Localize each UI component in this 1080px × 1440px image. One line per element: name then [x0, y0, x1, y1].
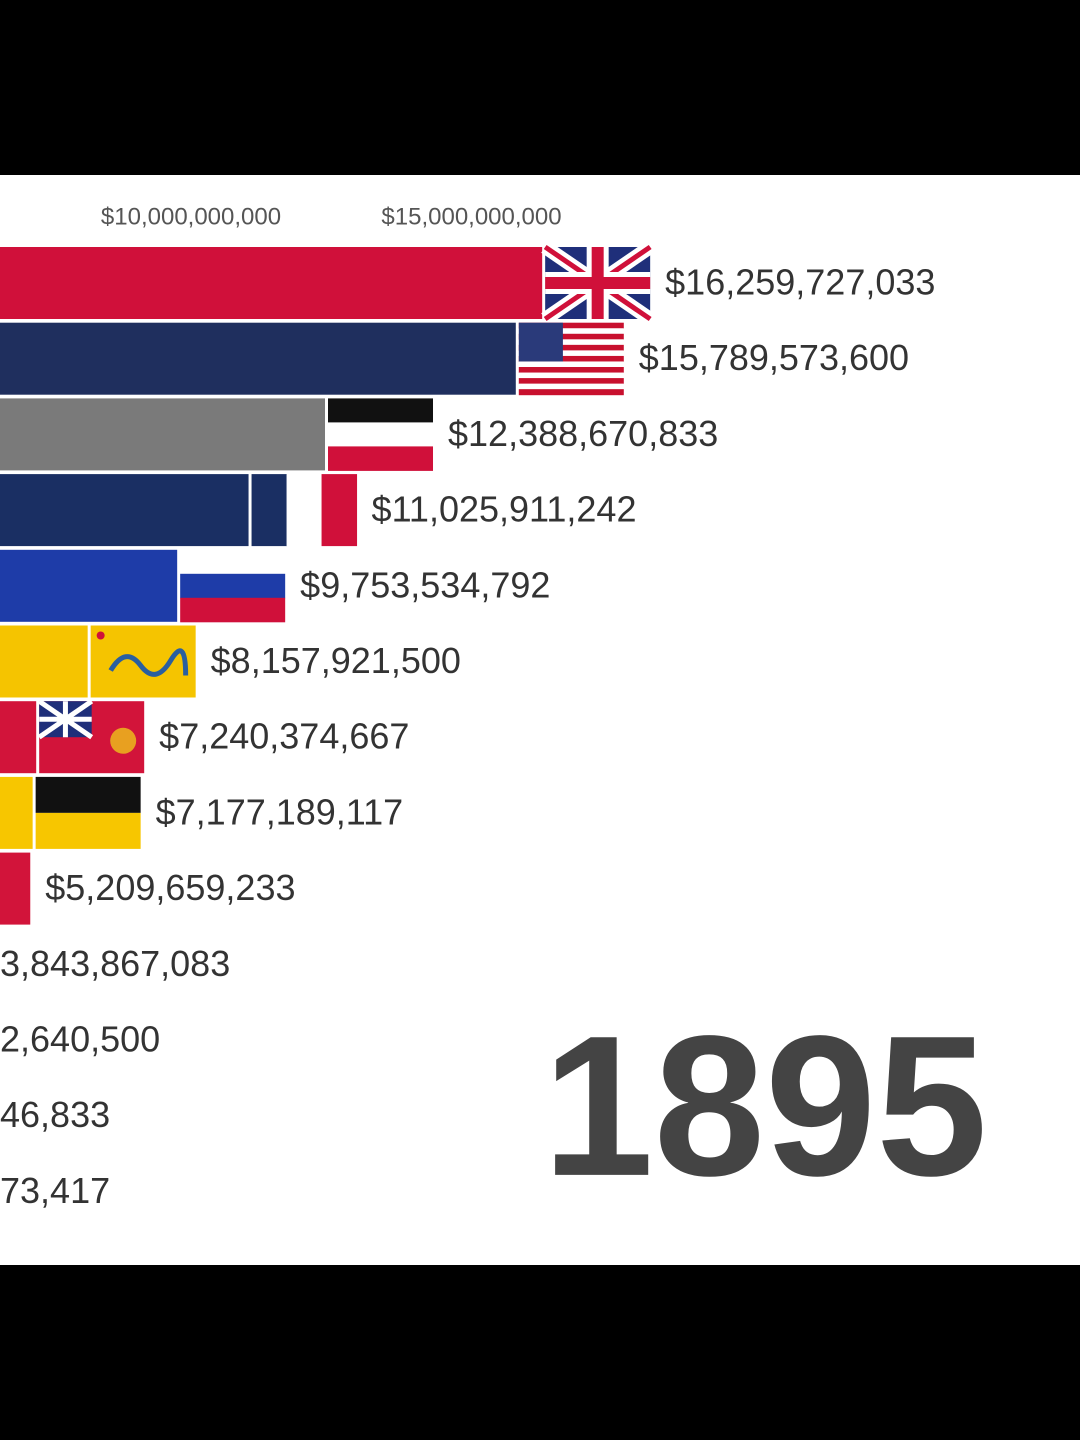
bar: [0, 474, 249, 547]
flag: [518, 355, 624, 362]
plot: $5,000,000,000$10,000,000,000$15,000,000…: [0, 203, 935, 1211]
flag: [518, 389, 624, 396]
bar-row: 3,843,867,083: [0, 943, 230, 984]
x-tick-label: $10,000,000,000: [101, 203, 281, 230]
value-label: $12,388,670,833: [448, 413, 718, 454]
flag: [321, 474, 358, 547]
flag: [0, 852, 31, 925]
flag: [518, 378, 624, 385]
bar-row: $9,753,534,792: [0, 549, 550, 623]
bar: [0, 247, 543, 319]
flag: [518, 367, 624, 374]
flag: [518, 372, 624, 379]
bar: [0, 776, 33, 849]
value-label: $5,209,659,233: [45, 867, 295, 908]
value-label: $11,025,911,242: [372, 489, 637, 530]
flag: [90, 625, 196, 698]
flag: [518, 339, 624, 346]
bar-row: 46,833: [0, 1094, 110, 1135]
bar-row: $8,157,921,500: [0, 625, 461, 698]
flag: [518, 383, 624, 390]
flag: [545, 247, 651, 319]
flag: [110, 727, 137, 754]
value-label: 73,417: [0, 1170, 110, 1211]
flag: [96, 631, 105, 640]
flag: [180, 549, 286, 575]
bar: [0, 701, 37, 774]
bar-row: $11,025,911,242: [0, 474, 637, 547]
flag: [35, 812, 141, 849]
flag: [518, 344, 624, 351]
flag: [328, 446, 434, 471]
bar-row: 2,640,500: [0, 1019, 160, 1060]
flag: [518, 322, 563, 362]
value-label: 46,833: [0, 1094, 110, 1135]
value-label: $7,240,374,667: [159, 716, 409, 757]
bar-row: $15,789,573,600: [0, 322, 909, 396]
flag: [180, 597, 286, 623]
flag: [518, 350, 624, 357]
flag: [518, 361, 624, 368]
bar-row: $16,259,727,033: [0, 241, 935, 325]
flag: [328, 398, 434, 423]
bar-row: 73,417: [0, 1170, 110, 1211]
bar-row: $7,240,374,667: [0, 699, 409, 774]
bar-row: $7,177,189,117: [0, 776, 404, 849]
flag: [518, 328, 624, 335]
flag: [180, 573, 286, 599]
flag: [518, 333, 624, 340]
year-label: 1895: [543, 995, 988, 1218]
bar-row: $5,209,659,233: [0, 852, 296, 925]
bar: [0, 398, 326, 471]
value-label: $7,177,189,117: [156, 791, 404, 832]
top-band: [0, 0, 1080, 175]
x-tick-label: $15,000,000,000: [381, 203, 561, 230]
flag: [108, 648, 189, 677]
bar: [0, 322, 516, 395]
flag: [35, 776, 141, 813]
bar: [0, 625, 88, 698]
bar-row: $12,388,670,833: [0, 398, 718, 471]
value-label: 2,640,500: [0, 1019, 160, 1060]
flag: [328, 422, 434, 447]
value-label: $15,789,573,600: [639, 337, 909, 378]
flag: [518, 322, 624, 329]
value-label: $16,259,727,033: [665, 262, 935, 303]
flag: [286, 474, 323, 547]
value-label: $9,753,534,792: [300, 564, 550, 605]
flag: [251, 474, 288, 547]
value-label: 3,843,867,083: [0, 943, 230, 984]
bottom-band: [0, 1265, 1080, 1440]
flag: [37, 699, 94, 740]
bar: [0, 549, 178, 622]
value-label: $8,157,921,500: [211, 640, 461, 681]
